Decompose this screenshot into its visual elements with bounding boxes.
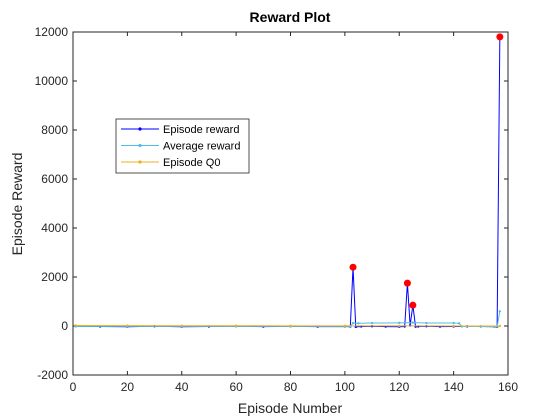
x-tick-label: 140 [444, 380, 464, 394]
y-tick-label: 4000 [41, 221, 68, 235]
highlight-layer [349, 33, 504, 309]
highlight-marker [409, 301, 417, 309]
axes-box [72, 31, 509, 376]
episode-q0-point [289, 324, 292, 328]
episode-q0-point [452, 324, 455, 328]
legend-marker-episode-reward [138, 127, 142, 131]
highlight-marker [403, 279, 411, 287]
highlight-marker [349, 263, 357, 271]
legend-marker-average-reward [138, 143, 142, 148]
average-reward-point [370, 321, 374, 325]
x-axis: 0 20 40 60 80 100 120 140 160 [70, 32, 518, 394]
y-tick-label: -2000 [37, 368, 68, 382]
x-axis-label: Episode Number [238, 400, 343, 416]
episode-q0-point [398, 324, 401, 328]
average-reward-point [452, 321, 455, 325]
average-reward-point [498, 310, 502, 313]
chart-title: Reward Plot [250, 9, 331, 25]
series-layer [74, 35, 502, 329]
highlight-marker [496, 33, 504, 41]
average-reward-point [351, 321, 355, 325]
episode-q0-point [234, 324, 238, 327]
legend: Episode reward Average reward Episode Q0 [115, 118, 250, 174]
y-tick-label: 0 [61, 319, 68, 333]
x-tick-label: 60 [229, 380, 243, 394]
y-tick-label: 10000 [35, 74, 69, 88]
average-reward-point [457, 322, 461, 325]
episode-q0-point [498, 324, 502, 328]
episode-reward-point [354, 325, 357, 329]
x-tick-label: 20 [121, 380, 135, 394]
legend-label-episode-reward: Episode reward [163, 124, 239, 136]
episode-q0-point [343, 324, 347, 328]
average-reward-point [357, 322, 360, 325]
x-tick-label: 0 [70, 380, 77, 394]
y-tick-label: 8000 [41, 123, 68, 137]
average-reward-point [398, 321, 401, 325]
x-tick-label: 40 [175, 380, 189, 394]
legend-marker-episode-q0 [138, 160, 142, 164]
legend-label-average-reward: Average reward [163, 141, 240, 153]
episode-q0-point [126, 324, 129, 327]
x-tick-label: 160 [498, 380, 518, 394]
average-reward-point [411, 321, 415, 324]
legend-label-episode-q0: Episode Q0 [163, 157, 220, 169]
y-axis-label: Episode Reward [9, 153, 25, 256]
average-reward-point [425, 321, 428, 325]
x-tick-label: 80 [284, 380, 298, 394]
episode-q0-point [74, 324, 77, 327]
x-tick-label: 120 [389, 380, 409, 394]
x-tick-label: 100 [335, 380, 355, 394]
episode-q0-point [180, 324, 183, 327]
y-tick-label: 2000 [41, 270, 68, 284]
y-tick-label: 12000 [35, 25, 69, 39]
y-tick-label: 6000 [41, 172, 68, 186]
y-axis: -2000 0 2000 4000 6000 8000 10000 12000 [35, 25, 508, 382]
